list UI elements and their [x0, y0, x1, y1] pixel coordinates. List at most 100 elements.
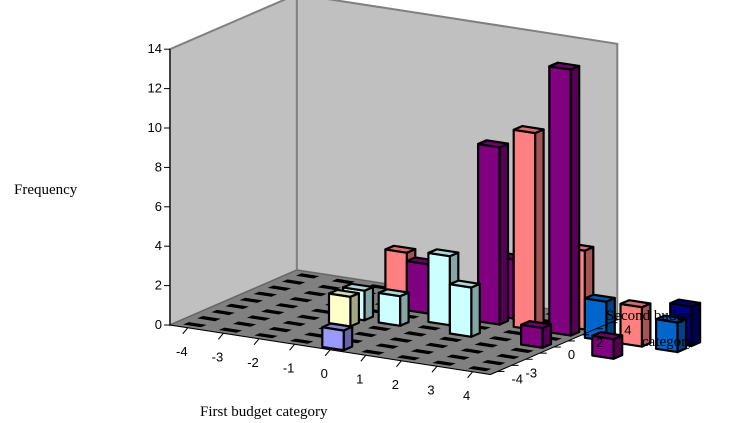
bar-top [342, 282, 375, 292]
floor-cell [268, 327, 292, 333]
floor-cell [367, 325, 392, 331]
x-tick-mark [431, 365, 438, 373]
bar-x7-y2 [654, 314, 688, 354]
z-tick-label: 10 [148, 120, 162, 135]
bar-side [569, 64, 581, 337]
floor-cell [417, 325, 441, 331]
floor-cell [281, 279, 306, 285]
x-tick-label: 3 [427, 382, 434, 397]
x-tick-label: 1 [356, 371, 363, 386]
bar-x-1-y-1 [327, 288, 360, 328]
floor-cell [375, 343, 399, 349]
floor-cell [361, 349, 385, 355]
left-wall [169, 0, 298, 327]
bar-front [327, 292, 352, 328]
bar-front [377, 291, 402, 327]
bar-top [321, 322, 354, 332]
z-tick-label: 6 [155, 199, 162, 214]
bar-top [427, 248, 460, 258]
floor-cell [303, 291, 327, 297]
z-tick-label: 14 [148, 41, 162, 56]
bar-x4-y2 [548, 61, 581, 337]
floor-cell [239, 297, 263, 303]
bar-top [619, 299, 652, 309]
floor-cell [389, 337, 413, 343]
floor-cell [432, 360, 456, 366]
floor-cell [183, 322, 207, 328]
floor-cell [396, 355, 421, 361]
bar-x2-y0 [448, 279, 481, 338]
z-tick-label: 8 [155, 159, 162, 174]
floor-cell [467, 366, 492, 372]
bar-side [470, 282, 481, 338]
y-tick-label: 2 [596, 335, 603, 350]
bar-x6-y0 [591, 331, 624, 360]
floor-cell [353, 331, 378, 338]
bar-x4-y0 [519, 320, 553, 349]
x-tick-mark [253, 338, 260, 346]
floor-cell [197, 316, 221, 322]
bar-front [512, 128, 537, 332]
bar-side [399, 291, 410, 327]
x-tick-label: 2 [392, 377, 399, 392]
bar-side [349, 292, 360, 328]
floor-cell [253, 291, 278, 297]
floor-cell [261, 309, 285, 315]
bar-x6-y2 [619, 299, 652, 348]
bar-top [512, 124, 545, 135]
floor-cell [225, 303, 249, 309]
x-tick-mark [324, 349, 331, 357]
bar-front [405, 259, 430, 315]
floor-cell [282, 320, 306, 327]
bar-front [427, 251, 451, 327]
z-axis-label: Frequency [14, 182, 78, 198]
x-tick-label: 4 [463, 388, 470, 403]
floor-cell [211, 309, 235, 316]
bar-top [384, 244, 417, 254]
floor-cell [232, 321, 257, 327]
y-tick-label: 4 [624, 323, 631, 338]
bar-x2-y2 [477, 139, 510, 326]
z-tick-label: 4 [155, 238, 162, 253]
floor-cell [295, 273, 320, 279]
bar-x0-y0 [377, 288, 410, 327]
bar-x3-y2 [512, 124, 545, 332]
bar-side [363, 286, 375, 322]
floor-cell [331, 278, 355, 284]
bar-top [591, 331, 624, 341]
floor-cell [317, 284, 341, 291]
floor-cell [246, 315, 271, 321]
y-axis-label-line1: Second budget [606, 308, 696, 324]
chart-bars [321, 61, 702, 360]
x-tick-mark [467, 371, 473, 379]
bar-top [548, 61, 581, 71]
x-tick-mark [396, 360, 402, 368]
bar-side [533, 128, 545, 332]
x-tick-mark [182, 327, 189, 335]
floor-cell [403, 331, 427, 337]
bar-top [477, 139, 510, 149]
floor-cell [218, 327, 243, 333]
bar-top [583, 293, 616, 303]
floor-cell [510, 347, 534, 353]
bar-top [519, 320, 553, 330]
z-tick-label: 0 [155, 317, 162, 332]
x-tick-label: -3 [212, 349, 224, 364]
floor-cell [296, 314, 321, 320]
x-tick-mark [360, 354, 367, 362]
x-tick-label: -1 [283, 360, 295, 375]
y-tick-label: -4 [511, 371, 523, 386]
floor-cell [488, 336, 513, 342]
bar-side [498, 142, 510, 326]
floor-cell [289, 297, 313, 303]
floor-cell [496, 353, 520, 360]
x-tick-label: 0 [321, 366, 328, 381]
floor-cell [474, 342, 499, 348]
y-tick-label: -3 [526, 365, 538, 380]
bar-top [669, 298, 702, 308]
floor-cell [275, 303, 299, 309]
x-tick-mark [289, 343, 295, 351]
